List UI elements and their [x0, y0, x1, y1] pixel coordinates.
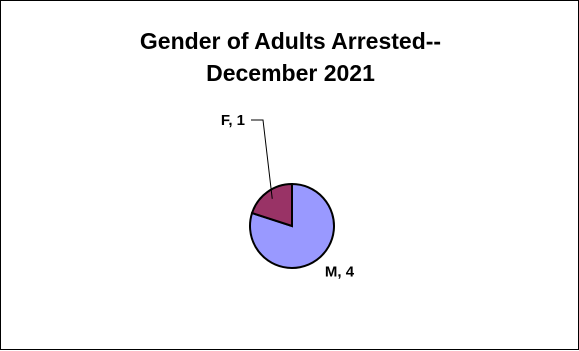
pie-leader-lines [251, 119, 273, 199]
leader-line-f [251, 119, 273, 199]
pie-slices [249, 182, 335, 269]
pie-label-f: F, 1 [221, 112, 245, 129]
chart-title: Gender of Adults Arrested-- December 202… [1, 25, 579, 89]
pie-label-m: M, 4 [325, 263, 355, 280]
chart-title-line-1: Gender of Adults Arrested-- [139, 28, 442, 54]
chart-title-line-2: December 2021 [206, 60, 375, 86]
pie-slice-f [250, 182, 293, 228]
pie-labels: M, 4 F, 1 [221, 112, 355, 280]
